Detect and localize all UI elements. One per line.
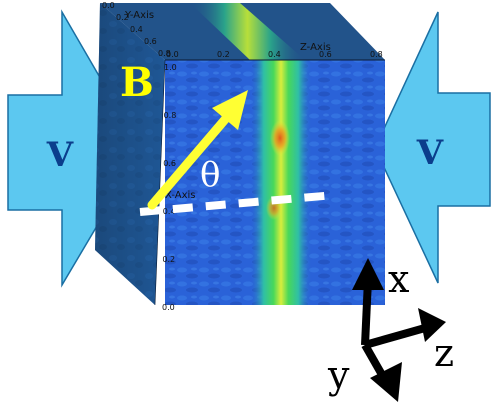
cube-side-shade [95,3,165,305]
triad-x-label: x [388,257,409,301]
y-tick-0: 0.0 [102,1,115,10]
y-tick-3: 0.6 [144,37,157,46]
cube-hotspot-upper [270,120,290,156]
x-tick-4: 0.2 [162,255,175,264]
y-tick-1: 0.2 [116,13,129,22]
y-axis-title: Y-Axis [124,10,154,21]
z-tick-1: 0.2 [217,50,230,59]
triad-y-label: y [327,353,350,397]
y-tick-2: 0.4 [130,25,143,34]
x-tick-0: 1.0 [164,63,177,72]
coordinate-triad: x z y [327,257,454,402]
y-tick-4: 0.8 [158,49,171,58]
triad-x-arrow-head [352,258,384,290]
triad-z-label: z [434,331,454,375]
x-tick-3: 0.4 [163,207,176,216]
triad-z-arrow-head [418,308,446,342]
z-tick-4: 0.8 [370,50,383,59]
angle-label: θ [200,155,220,195]
field-arrow-head [212,90,248,130]
x-tick-5: 0.0 [162,303,175,312]
triad-y-arrow-head [370,362,402,402]
triad-x-arrow-shaft [361,279,372,346]
cube-front-edge-left [154,59,166,306]
velocity-arrow-right-shape [374,11,491,284]
z-tick-0: 0.0 [166,50,179,59]
cube-top-band [190,3,305,60]
x-axis-title: X-Axis [165,190,196,201]
x-axis-ticks: 1.0 0.8 0.6 0.4 0.2 0.0 [162,63,177,312]
z-axis-ticks: 0.0 0.2 0.4 0.6 0.8 [166,50,383,59]
velocity-label-left: V [46,135,74,175]
velocity-arrow-right: V [374,11,491,284]
field-arrow-shaft [147,111,233,210]
x-tick-1: 0.8 [164,111,177,120]
velocity-label-right: V [416,133,444,173]
z-axis-title: Z-Axis [300,42,331,53]
data-cube: Y-Axis Z-Axis X-Axis 0.0 0.2 0.4 0.6 0.8 1.0… [95,1,385,312]
z-tick-3: 0.6 [319,50,332,59]
cube-front-band [250,60,312,305]
x-tick-2: 0.6 [163,159,176,168]
z-tick-2: 0.4 [268,50,281,59]
y-axis-ticks: 0.00.20.40.60.8 [102,1,171,58]
triad-z-arrow-shaft [363,324,427,349]
field-label: B [120,59,154,106]
field-arrow [147,90,248,210]
